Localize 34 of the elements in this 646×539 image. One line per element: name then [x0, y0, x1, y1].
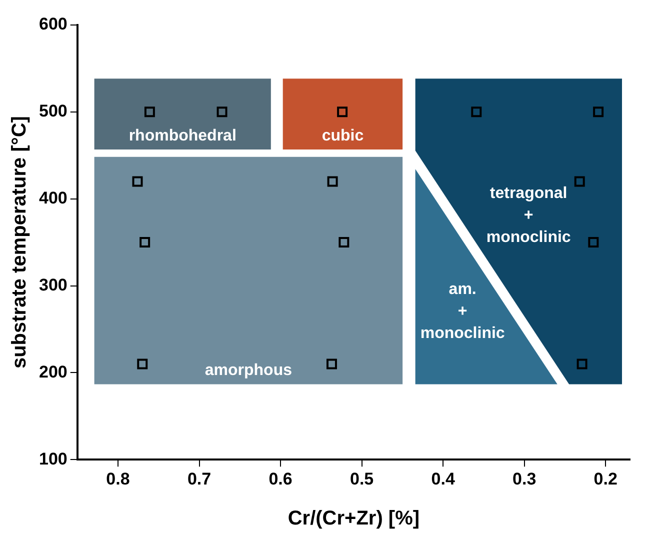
- point: [137, 358, 148, 370]
- point: [593, 106, 604, 118]
- series-label: cubic: [322, 127, 364, 144]
- x-tick-label: 0.5: [350, 469, 374, 488]
- y-tick-label: 500: [38, 102, 68, 121]
- point: [574, 176, 585, 187]
- y-tick-label: 600: [38, 14, 68, 34]
- y-tick-label: 200: [38, 362, 68, 382]
- x-tick-label: 0.8: [106, 469, 130, 488]
- x-tick-label: 0.6: [268, 469, 292, 488]
- point: [144, 106, 155, 118]
- point: [140, 237, 150, 248]
- point: [326, 358, 337, 370]
- x-tick-label: 0.3: [512, 469, 536, 488]
- x-tick-label: 0.7: [187, 469, 212, 488]
- series-label: amorphous: [204, 362, 292, 380]
- point: [327, 176, 338, 187]
- point: [337, 106, 348, 118]
- x-tick-label: 0.4: [431, 469, 456, 488]
- point: [588, 237, 599, 248]
- point: [216, 106, 228, 118]
- y-tick-label: 100: [38, 449, 68, 468]
- series-label: rhombohedral: [128, 127, 236, 144]
- point: [338, 237, 350, 248]
- y-axis-title: substrate temperature [°C]: [8, 116, 31, 369]
- series-label: tetragonal + monoclinic: [486, 184, 571, 246]
- y-tick-label: 400: [38, 188, 68, 208]
- x-axis-title: Cr/(Cr+Zr) [%]: [288, 508, 420, 530]
- point: [132, 176, 143, 187]
- point: [576, 358, 588, 370]
- point: [471, 106, 482, 118]
- series-label: am. + monoclinic: [420, 281, 505, 342]
- y-tick-label: 300: [38, 275, 68, 294]
- x-tick-label: 0.2: [594, 469, 618, 488]
